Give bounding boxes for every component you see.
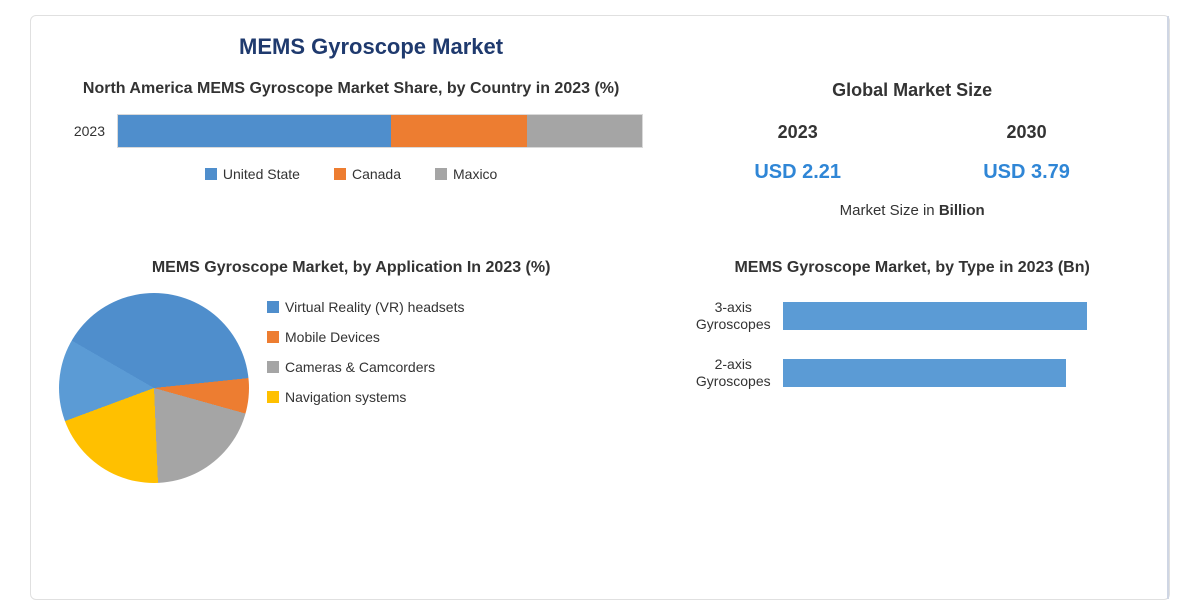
legend-swatch [267,301,279,313]
hbar-label: 3-axis Gyroscopes [683,299,783,334]
panel-hbar: MEMS Gyroscope Market, by Type in 2023 (… [683,257,1141,483]
legend-label: Navigation systems [285,389,406,405]
panel-market-size: Global Market Size 2023 2030 USD 2.21 US… [683,78,1141,219]
market-size-years: 2023 2030 [683,122,1141,143]
main-title: MEMS Gyroscope Market [239,34,1141,60]
infographic-canvas: MEMS Gyroscope Market North America MEMS… [30,15,1170,600]
legend-label: Canada [352,166,401,182]
legend-label: United State [223,166,300,182]
legend-label: Maxico [453,166,497,182]
market-size-title: Global Market Size [683,78,1141,102]
stacked-legend-item-0: United State [205,166,300,182]
pie-wrap: Virtual Reality (VR) headsets Mobile Devi… [59,293,643,483]
market-size-footer: Market Size in Billion [683,202,1141,219]
stacked-bar [117,114,643,148]
hbar-track [783,359,1141,387]
stacked-legend: United State Canada Maxico [59,166,643,182]
market-size-values: USD 2.21 USD 3.79 [683,161,1141,184]
ms-foot-bold: Billion [939,202,985,219]
stacked-seg-1 [391,115,527,147]
ms-val-0: USD 2.21 [754,161,841,184]
legend-label: Mobile Devices [285,329,380,345]
stacked-title: North America MEMS Gyroscope Market Shar… [59,78,643,100]
row-bottom: MEMS Gyroscope Market, by Application In… [59,257,1141,483]
panel-stacked-bar: North America MEMS Gyroscope Market Shar… [59,78,643,219]
legend-swatch [334,168,346,180]
stacked-legend-item-1: Canada [334,166,401,182]
pie-chart [59,293,249,483]
hbar-row-1: 2-axis Gyroscopes [683,356,1141,391]
hbar-label: 2-axis Gyroscopes [683,356,783,391]
legend-swatch [267,331,279,343]
pie-legend: Virtual Reality (VR) headsets Mobile Devi… [267,299,464,405]
legend-label: Virtual Reality (VR) headsets [285,299,464,315]
pie-legend-item-1: Mobile Devices [267,329,464,345]
legend-swatch [267,361,279,373]
stacked-bar-wrap: 2023 [59,114,643,148]
hbar-list: 3-axis Gyroscopes 2-axis Gyroscopes [683,299,1141,391]
hbar-title: MEMS Gyroscope Market, by Type in 2023 (… [683,257,1141,279]
hbar-track [783,302,1141,330]
legend-swatch [205,168,217,180]
hbar-fill [783,302,1087,330]
legend-swatch [267,391,279,403]
row-top: North America MEMS Gyroscope Market Shar… [59,78,1141,219]
stacked-seg-0 [118,115,391,147]
legend-swatch [435,168,447,180]
stacked-legend-item-2: Maxico [435,166,497,182]
ms-year-0: 2023 [778,122,818,143]
pie-legend-item-2: Cameras & Camcorders [267,359,464,375]
ms-val-1: USD 3.79 [983,161,1070,184]
legend-label: Cameras & Camcorders [285,359,435,375]
hbar-fill [783,359,1066,387]
ms-foot-prefix: Market Size in [840,202,939,219]
hbar-row-0: 3-axis Gyroscopes [683,299,1141,334]
pie-legend-item-0: Virtual Reality (VR) headsets [267,299,464,315]
panel-pie: MEMS Gyroscope Market, by Application In… [59,257,643,483]
pie-title: MEMS Gyroscope Market, by Application In… [59,257,643,279]
right-divider [1167,16,1169,599]
ms-year-1: 2030 [1007,122,1047,143]
stacked-seg-2 [527,115,642,147]
stacked-y-label: 2023 [59,123,105,139]
pie-legend-item-3: Navigation systems [267,389,464,405]
